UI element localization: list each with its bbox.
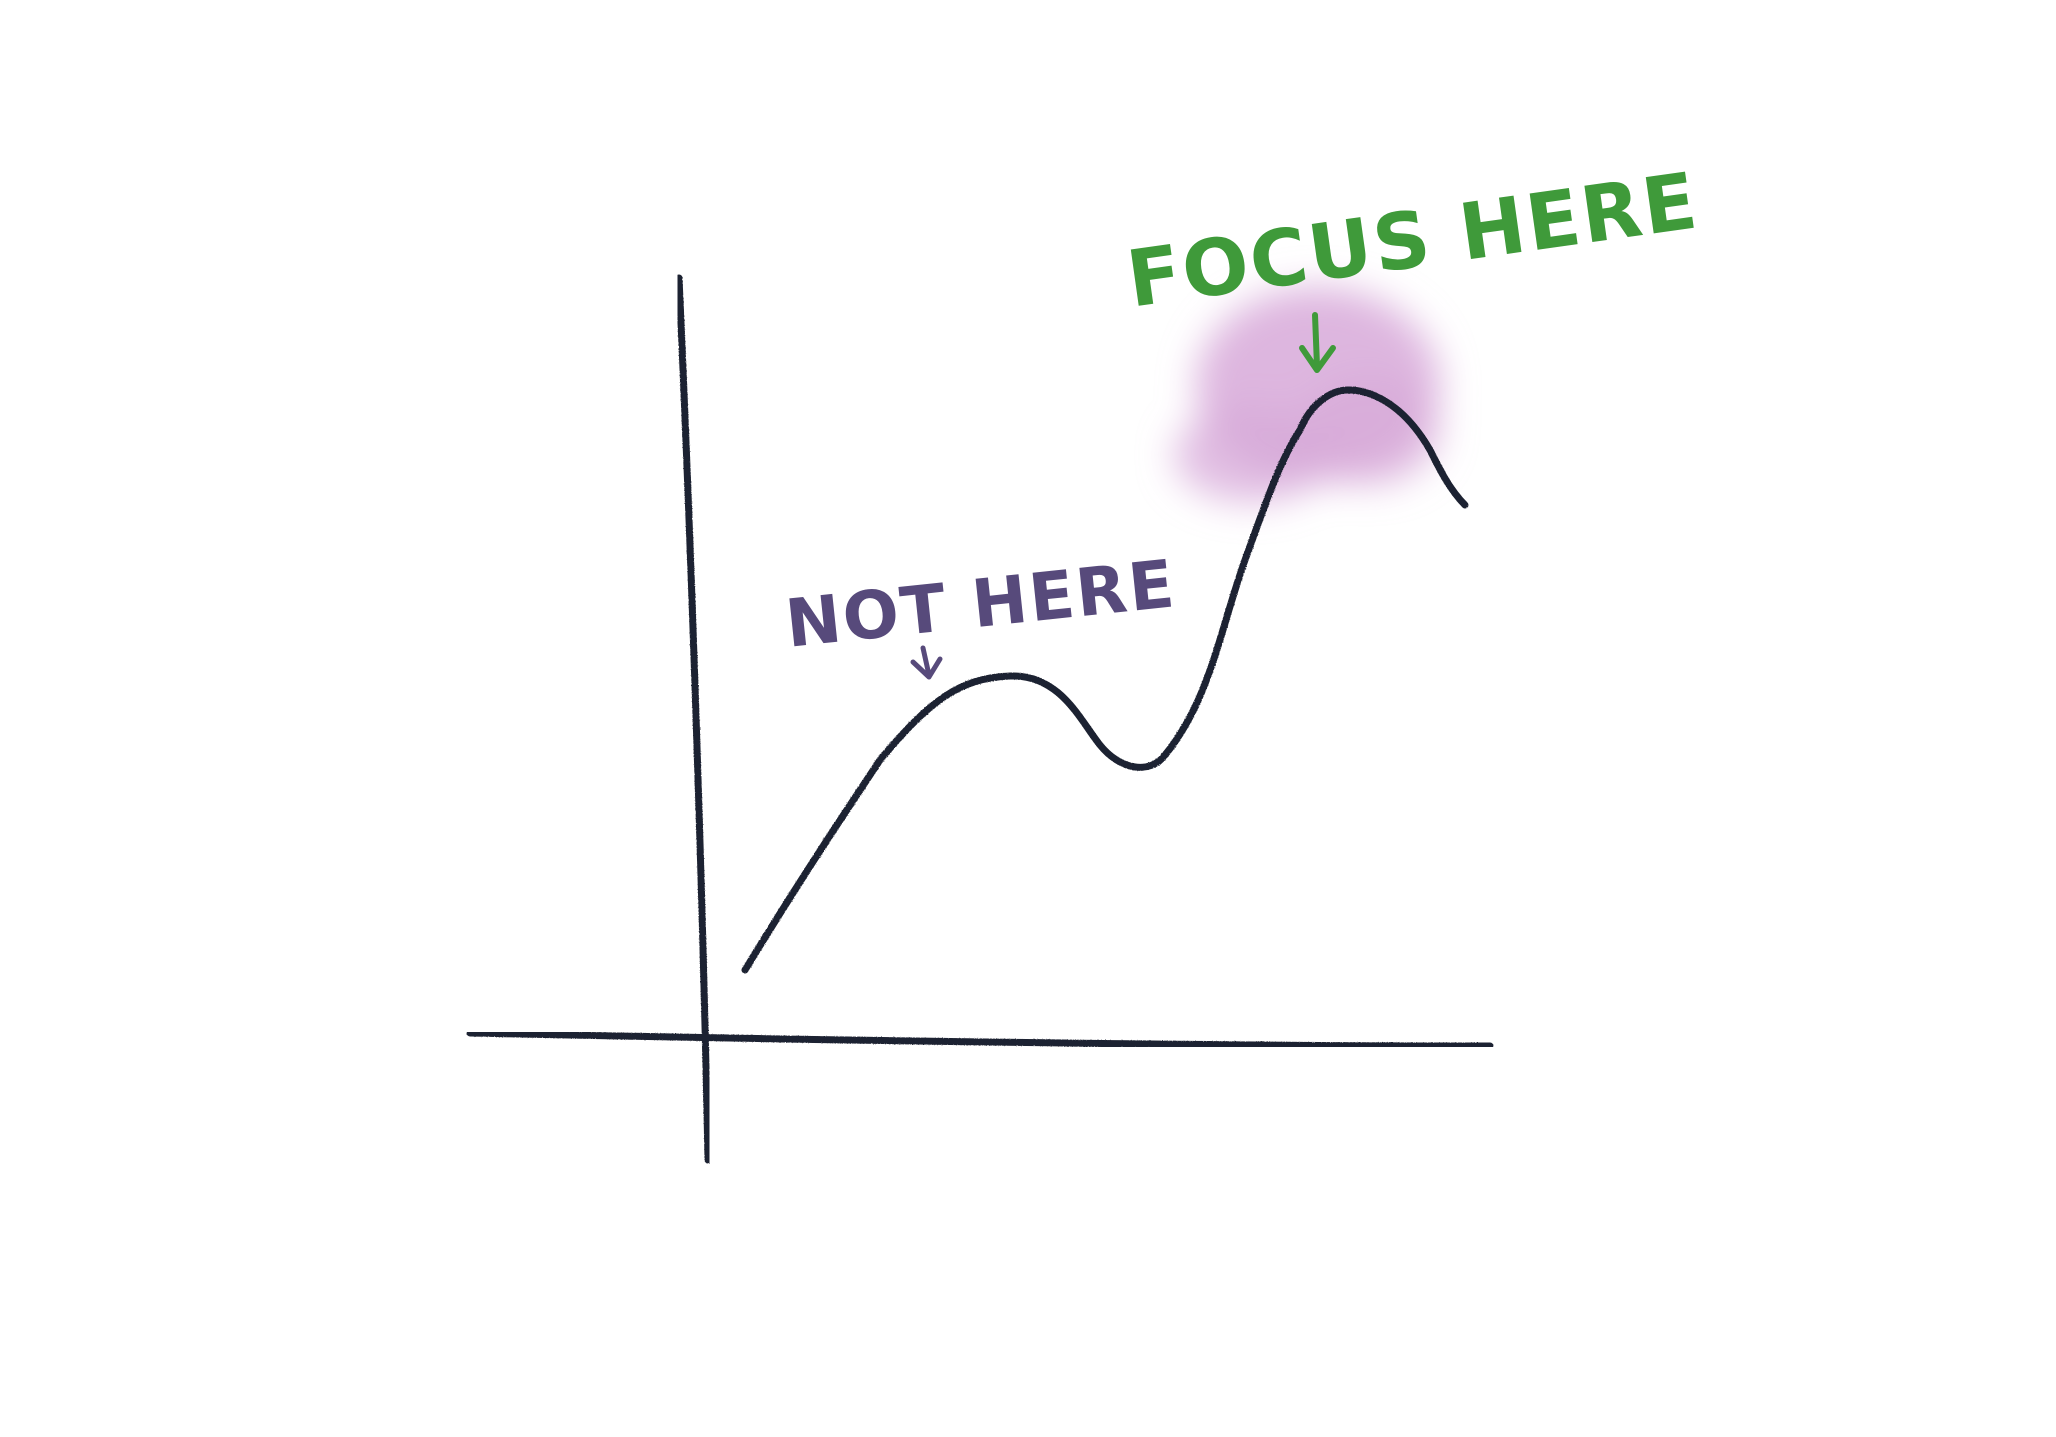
x-axis [466,1029,1494,1050]
peak-highlight [1174,287,1440,503]
not-here-arrow-icon [910,645,943,680]
focus-here-arrow-icon [1299,312,1336,373]
curve [741,386,1469,974]
y-axis [675,274,712,1164]
